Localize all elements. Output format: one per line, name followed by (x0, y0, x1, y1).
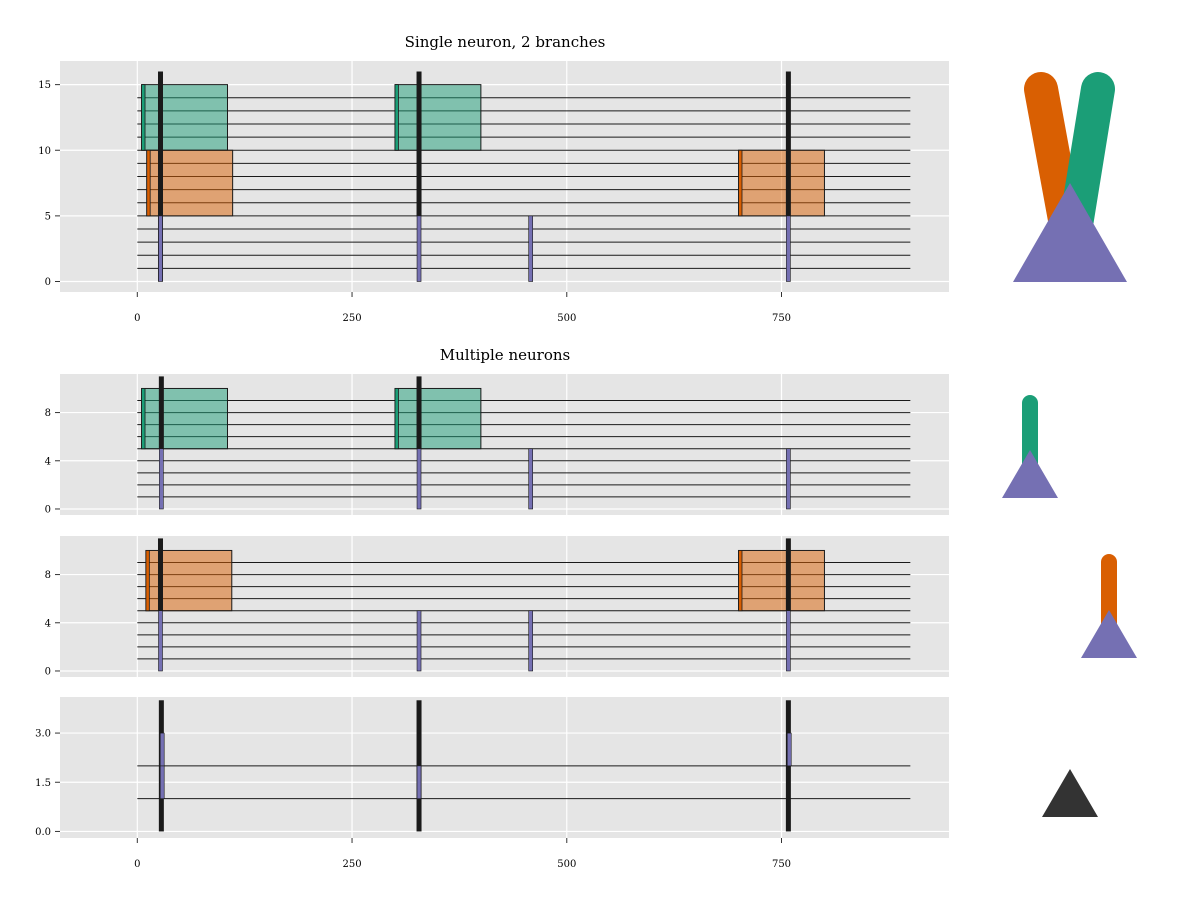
chart-title-multiple-neurons: Multiple neurons (440, 346, 570, 364)
chart-title-single-neuron: Single neuron, 2 branches (405, 33, 606, 51)
y-tick-label: 0 (45, 504, 51, 515)
spike-bar (786, 610, 791, 672)
y-tick-label: 4 (45, 456, 51, 467)
y-tick-label: 1.5 (35, 778, 51, 789)
activity-block-onset (394, 84, 399, 151)
activity-block-onset (738, 149, 743, 217)
soma-triangle-icon (1002, 450, 1058, 498)
activity-block-onset (738, 550, 743, 612)
x-tick-label: 750 (772, 313, 791, 324)
event-line (785, 538, 791, 611)
soma-only-triangle-icon (1042, 769, 1098, 817)
spike-bar (159, 765, 165, 799)
spike-bar (158, 215, 163, 282)
spike-bar (158, 610, 163, 672)
y-tick-label: 5 (45, 211, 51, 222)
spike-bar (528, 610, 533, 672)
y-tick-label: 15 (38, 80, 51, 91)
activity-block-onset (141, 388, 146, 450)
x-tick-label: 500 (557, 313, 576, 324)
spike-bar (528, 448, 533, 510)
spike-bar (159, 448, 164, 510)
y-tick-label: 0 (45, 277, 51, 288)
activity-block (738, 549, 825, 612)
event-line (416, 376, 422, 449)
neuron-icons (1002, 72, 1137, 817)
spike-bar (416, 610, 422, 672)
spike-bar (416, 448, 422, 510)
activity-block-onset (394, 388, 399, 450)
activity-block (141, 387, 228, 450)
y-tick-label: 3.0 (35, 729, 51, 740)
panels: 0 5 10 15 0 250 500 750 0 4 8 0 4 8 0.0 1.5 3.0 0 250 500 75… (35, 61, 949, 870)
spike-bar (416, 765, 422, 799)
y-tick-label: 10 (38, 146, 51, 157)
spike-bar (159, 732, 165, 767)
spike-bar (786, 448, 791, 510)
y-tick-label: 0.0 (35, 827, 51, 838)
x-tick-label: 0 (134, 313, 140, 324)
panel-background (60, 697, 949, 838)
event-line (158, 376, 164, 449)
soma-triangle-icon (1081, 610, 1137, 658)
spike-bar (416, 215, 422, 282)
spike-bar (528, 215, 533, 282)
x-tick-label: 250 (342, 313, 361, 324)
x-tick-label: 0 (134, 859, 140, 870)
activity-block-onset (146, 149, 151, 217)
activity-block-onset (145, 550, 150, 612)
y-tick-label: 8 (45, 570, 51, 581)
event-line (157, 71, 163, 282)
event-line (416, 71, 422, 216)
activity-block (394, 84, 482, 151)
activity-block (738, 149, 825, 217)
y-tick-label: 0 (45, 666, 51, 677)
x-tick-label: 500 (557, 859, 576, 870)
panel-2: 0 4 8 (45, 536, 949, 677)
spike-bar (786, 215, 791, 282)
y-tick-label: 4 (45, 618, 51, 629)
activity-block-onset (141, 84, 146, 151)
y-tick-label: 8 (45, 408, 51, 419)
spike-bar (786, 732, 792, 767)
activity-block (394, 387, 482, 450)
activity-block (141, 84, 228, 151)
panel-1: 0 4 8 (45, 374, 949, 515)
panel-3: 0.0 1.5 3.0 0 250 500 750 (35, 697, 949, 870)
x-tick-label: 250 (342, 859, 361, 870)
event-line (157, 538, 163, 611)
soma-triangle-icon (1013, 183, 1127, 282)
event-line (785, 71, 791, 216)
x-tick-label: 750 (772, 859, 791, 870)
panel-0: 0 5 10 15 0 250 500 750 (38, 61, 949, 324)
